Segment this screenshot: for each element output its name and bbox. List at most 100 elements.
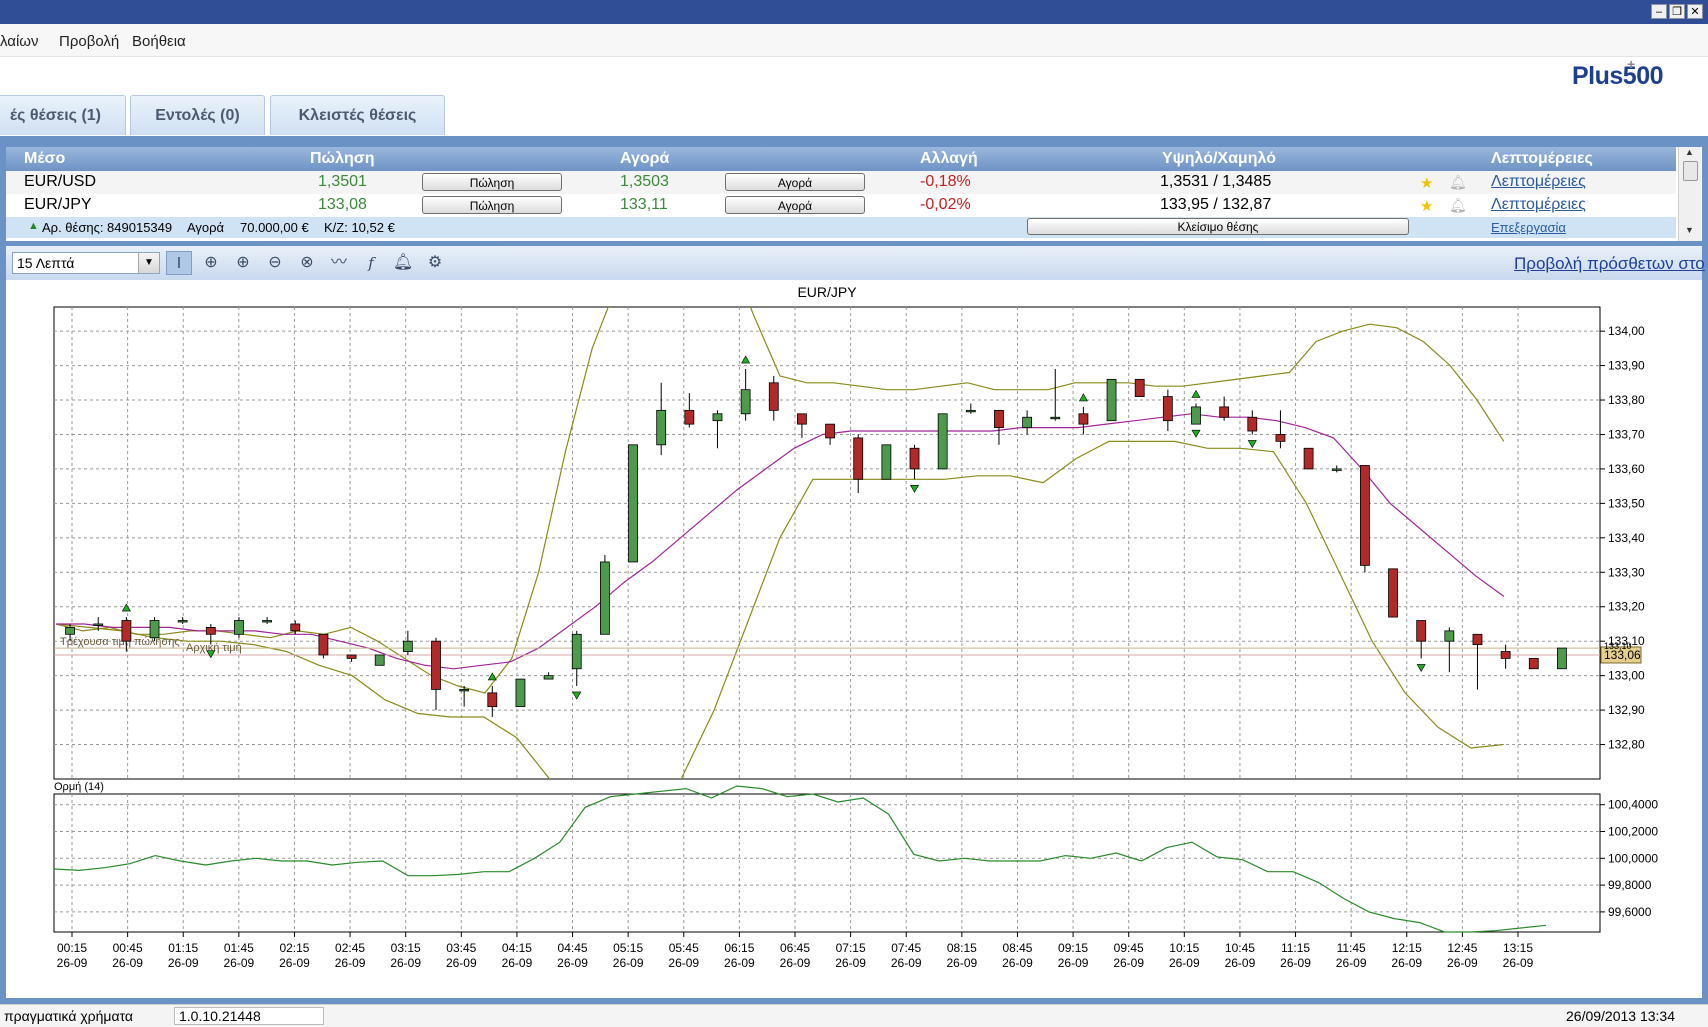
- position-pl: Κ/Ζ: 10,52 €: [324, 220, 395, 235]
- details-link[interactable]: Λεπτομέρειες: [1491, 196, 1586, 213]
- x-tick-label-date: 26-09: [1113, 956, 1144, 970]
- scroll-down-icon[interactable]: ▼: [1685, 225, 1694, 235]
- line-draw-icon[interactable]: 〰: [330, 254, 347, 271]
- tab-orders[interactable]: Εντολές (0): [130, 95, 265, 135]
- zoom-reset-icon[interactable]: ⊗: [300, 254, 314, 271]
- sell-signal-arrow: [1416, 664, 1426, 673]
- position-amount: 70.000,00 €: [240, 220, 309, 235]
- x-tick-label: 02:15: [279, 941, 309, 955]
- restore-button[interactable]: ❐: [1669, 4, 1685, 19]
- timeframe-select[interactable]: 15 Λεπτά ▼: [12, 252, 160, 274]
- minimize-button[interactable]: –: [1651, 4, 1667, 19]
- x-tick-label: 12:15: [1392, 941, 1422, 955]
- plus500-logo: Plus500 +: [1572, 56, 1664, 91]
- y-tick-label: 99,6000: [1608, 905, 1652, 919]
- buy-button[interactable]: Αγορά: [725, 196, 865, 214]
- tab-closed-positions[interactable]: Κλειστές θέσεις: [270, 95, 445, 135]
- candle-down: [797, 413, 807, 425]
- close-button[interactable]: ✕: [1687, 4, 1703, 19]
- header-details[interactable]: Λεπτομέρειες: [1491, 150, 1593, 167]
- candle-down: [431, 640, 441, 690]
- scrollbar[interactable]: ▲ ▼: [1678, 147, 1701, 241]
- candle-up: [1331, 468, 1342, 471]
- header-instrument[interactable]: Μέσο: [24, 150, 66, 167]
- more-instruments-link[interactable]: Προβολή πρόσθετων στο: [1514, 254, 1705, 273]
- chart-area[interactable]: EUR/JPY 00:15 26-09 00:45 26-09 01:15 26-09 01:…: [6, 280, 1702, 998]
- x-tick-label: 04:45: [558, 941, 588, 955]
- candle-down: [1162, 396, 1173, 422]
- current-sell-price-label: Τρέχουσα τιμή πώλησης: [60, 636, 180, 648]
- close-position-button[interactable]: Κλείσιμο θέσης: [1027, 218, 1409, 235]
- instruments-header: Μέσο Πώληση Αγορά Αλλαγή Υψηλό/Χαμηλό Λε…: [6, 147, 1676, 171]
- gear-icon[interactable]: ⚙: [427, 254, 443, 271]
- bell-icon[interactable]: 🔔︎: [1449, 197, 1467, 213]
- instrument-row[interactable]: EUR/JPY 133,08 Πώληση 133,11 Αγορά -0,02…: [6, 194, 1676, 217]
- x-tick-label-date: 26-09: [613, 956, 644, 970]
- y-tick-label: 133,40: [1608, 531, 1645, 545]
- chevron-down-icon[interactable]: ▼: [138, 253, 159, 273]
- candle-up: [1191, 406, 1201, 425]
- candle-up: [402, 640, 413, 652]
- price-tag-label-secondary: 133,10: [1604, 641, 1632, 651]
- x-tick-label-date: 26-09: [1391, 956, 1422, 970]
- candle-up: [599, 561, 610, 635]
- position-row[interactable]: ▲ Αρ. θέσης: 849015349 Αγορά 70.000,00 €…: [6, 217, 1676, 238]
- bell-icon[interactable]: 🔔︎: [1449, 174, 1467, 190]
- candle-up: [1106, 378, 1117, 422]
- edit-link[interactable]: Επεξεργασία: [1491, 220, 1566, 235]
- chart-title: EUR/JPY: [797, 284, 857, 300]
- menu-item-view[interactable]: Προβολή: [59, 33, 120, 50]
- instrument-row[interactable]: EUR/USD 1,3501 Πώληση 1,3503 Αγορά -0,18…: [6, 171, 1676, 194]
- menu-bar: λαίων Προβολή Βοήθεια: [0, 24, 1708, 57]
- x-tick-label: 05:15: [613, 941, 643, 955]
- sell-signal-arrow: [206, 650, 216, 659]
- bell-icon[interactable]: 🔔︎: [392, 254, 414, 271]
- candle-up: [1557, 647, 1567, 670]
- zoom-in-icon[interactable]: ⊕: [236, 254, 250, 271]
- tab-open-positions[interactable]: ές θέσεις (1): [0, 95, 126, 135]
- chart-svg[interactable]: EUR/JPY00:1526-0900:4526-0901:1526-0901:…: [6, 280, 1702, 998]
- candle-up: [965, 409, 976, 413]
- oscillator-title: Ορμή (14): [54, 781, 104, 793]
- x-tick-label-date: 26-09: [724, 956, 755, 970]
- x-tick-label: 09:45: [1114, 941, 1144, 955]
- crosshair-icon[interactable]: ⊕: [204, 254, 218, 271]
- x-tick-label-date: 26-09: [1002, 956, 1033, 970]
- header-change[interactable]: Αλλαγή: [920, 150, 978, 167]
- logo-plus-icon: +: [1627, 56, 1635, 72]
- details-link[interactable]: Λεπτομέρειες: [1491, 173, 1586, 190]
- y-tick-label: 132,80: [1608, 738, 1645, 752]
- sell-button[interactable]: Πώληση: [422, 196, 562, 214]
- sell-signal-arrow: [1247, 440, 1257, 449]
- timeframe-value: 15 Λεπτά: [17, 255, 75, 271]
- header-sell[interactable]: Πώληση: [310, 150, 375, 167]
- y-tick-label: 133,60: [1608, 462, 1645, 476]
- menu-item-help[interactable]: Βοήθεια: [132, 33, 186, 50]
- function-icon[interactable]: f: [368, 254, 374, 272]
- scrollbar-thumb[interactable]: [1683, 161, 1698, 181]
- x-tick-label: 05:45: [669, 941, 699, 955]
- buy-signal-arrow: [741, 355, 751, 364]
- zoom-out-icon[interactable]: ⊖: [268, 254, 282, 271]
- x-tick-label-date: 26-09: [502, 956, 533, 970]
- sell-button[interactable]: Πώληση: [422, 173, 562, 191]
- account-mode: πραγματικά χρήματα: [4, 1008, 134, 1024]
- menu-item-account[interactable]: λαίων: [0, 33, 39, 50]
- star-icon[interactable]: ★: [1420, 198, 1434, 215]
- candle-down: [684, 409, 695, 425]
- cursor-icon[interactable]: I: [166, 251, 192, 275]
- header-buy[interactable]: Αγορά: [620, 150, 670, 167]
- sell-signal-arrow: [1191, 429, 1201, 438]
- version-label: 1.0.10.21448: [174, 1007, 324, 1025]
- x-tick-label-date: 26-09: [112, 956, 143, 970]
- star-icon[interactable]: ★: [1420, 175, 1434, 192]
- header-high-low[interactable]: Υψηλό/Χαμηλό: [1162, 150, 1276, 167]
- buy-button[interactable]: Αγορά: [725, 173, 865, 191]
- scroll-up-icon[interactable]: ▲: [1685, 147, 1694, 157]
- candle-up: [374, 654, 385, 666]
- candle-up: [234, 620, 244, 635]
- x-tick-label: 11:45: [1337, 941, 1366, 955]
- candle-down: [1078, 413, 1089, 425]
- x-tick-label: 08:45: [1002, 941, 1032, 955]
- x-tick-label-date: 26-09: [835, 956, 866, 970]
